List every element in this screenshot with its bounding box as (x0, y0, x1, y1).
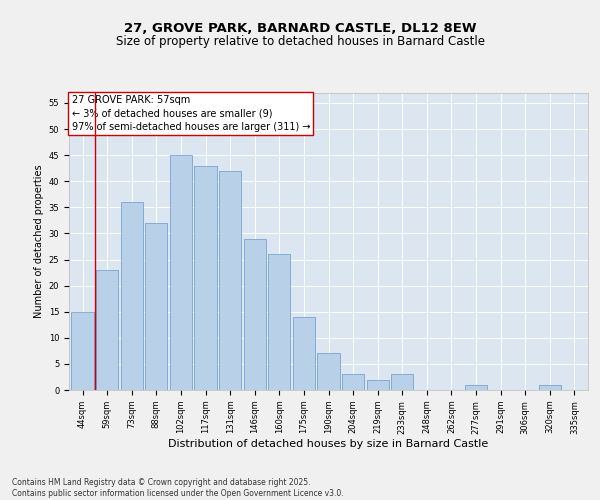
Y-axis label: Number of detached properties: Number of detached properties (34, 164, 44, 318)
Bar (539, 385, 561, 390)
Bar (317, 354, 340, 390)
Text: 27 GROVE PARK: 57sqm
← 3% of detached houses are smaller (9)
97% of semi-detache: 27 GROVE PARK: 57sqm ← 3% of detached ho… (71, 96, 310, 132)
Bar (121, 202, 143, 390)
Bar (96, 270, 118, 390)
Bar (145, 223, 167, 390)
Text: Size of property relative to detached houses in Barnard Castle: Size of property relative to detached ho… (115, 35, 485, 48)
Bar (342, 374, 364, 390)
Text: 27, GROVE PARK, BARNARD CASTLE, DL12 8EW: 27, GROVE PARK, BARNARD CASTLE, DL12 8EW (124, 22, 476, 36)
Bar (293, 317, 315, 390)
Text: Contains HM Land Registry data © Crown copyright and database right 2025.
Contai: Contains HM Land Registry data © Crown c… (12, 478, 344, 498)
Bar (465, 385, 487, 390)
Bar (194, 166, 217, 390)
Bar (71, 312, 94, 390)
X-axis label: Distribution of detached houses by size in Barnard Castle: Distribution of detached houses by size … (169, 439, 488, 449)
Bar (268, 254, 290, 390)
Bar (367, 380, 389, 390)
Bar (170, 155, 192, 390)
Bar (391, 374, 413, 390)
Bar (244, 238, 266, 390)
Bar (219, 171, 241, 390)
